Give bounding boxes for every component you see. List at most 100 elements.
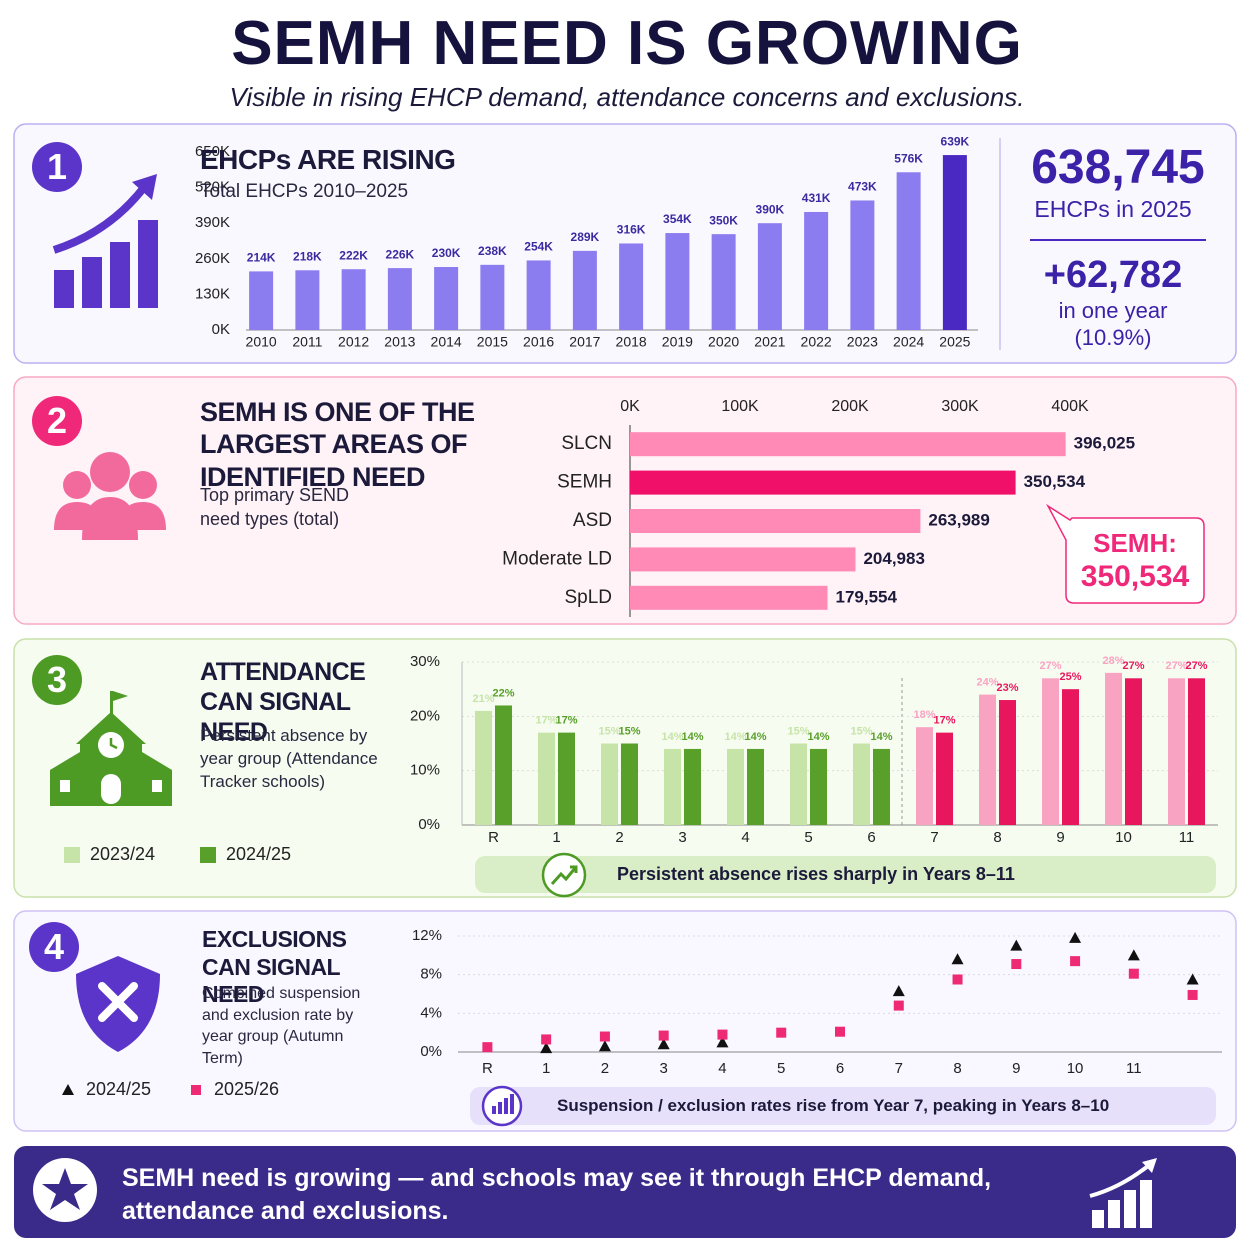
panel-caption: Combined suspension and exclusion rate b… bbox=[202, 985, 361, 1067]
value-label: 254K bbox=[524, 240, 553, 254]
bar bbox=[295, 270, 320, 330]
bar bbox=[942, 155, 967, 330]
bar bbox=[630, 470, 1016, 495]
footer-chart-icon bbox=[1089, 1158, 1157, 1228]
value-label: 263,989 bbox=[928, 510, 989, 529]
y-tick-label: 0% bbox=[418, 816, 440, 833]
x-tick-label: 1 bbox=[552, 829, 560, 846]
note: Persistent absence rises sharply in Year… bbox=[617, 864, 1015, 884]
bar bbox=[601, 743, 618, 825]
x-tick-label: 0K bbox=[620, 398, 640, 415]
data-point bbox=[1011, 959, 1022, 970]
x-tick-label: 2023 bbox=[847, 334, 878, 350]
number-badge bbox=[32, 655, 82, 705]
y-tick-label: 4% bbox=[420, 1004, 442, 1021]
panel-heading: EHCPs ARE RISING bbox=[200, 144, 456, 175]
value-label: 226K bbox=[386, 247, 415, 261]
bar bbox=[664, 748, 681, 825]
x-tick-label: 2015 bbox=[477, 334, 508, 350]
y-tick-label: 12% bbox=[412, 927, 442, 944]
bar bbox=[434, 267, 459, 330]
x-tick-label: 2 bbox=[601, 1060, 609, 1077]
footer-band bbox=[14, 1146, 1236, 1238]
data-point bbox=[657, 1038, 670, 1050]
change-label: in one year bbox=[1058, 298, 1168, 323]
x-tick-label: 300K bbox=[941, 398, 979, 415]
y-tick-label: 520K bbox=[195, 179, 230, 196]
x-tick-label: 6 bbox=[836, 1060, 844, 1077]
x-tick-label: 11 bbox=[1179, 829, 1195, 846]
data-point bbox=[1010, 939, 1023, 951]
value-label: 24% bbox=[976, 677, 998, 689]
callout-value: 350,534 bbox=[1080, 560, 1190, 593]
bar bbox=[619, 243, 644, 330]
category-label: SpLD bbox=[564, 587, 612, 608]
value-label: 473K bbox=[848, 180, 877, 194]
data-point bbox=[893, 1000, 904, 1011]
bar bbox=[684, 748, 701, 825]
value-label: 14% bbox=[724, 731, 746, 743]
y-tick-label: 130K bbox=[195, 285, 230, 302]
category-label: Moderate LD bbox=[502, 548, 612, 569]
bar bbox=[558, 732, 575, 825]
category-label: SLCN bbox=[561, 433, 612, 454]
value-label: 218K bbox=[293, 249, 322, 263]
panel-number: 4 bbox=[43, 926, 65, 967]
data-point bbox=[835, 1026, 845, 1037]
star-icon bbox=[42, 1168, 88, 1210]
subtitle: Visible in rising EHCP demand, attendanc… bbox=[229, 82, 1025, 112]
panel-caption: Total EHCPs 2010–2025 bbox=[200, 181, 409, 202]
number-badge bbox=[32, 396, 82, 446]
bar bbox=[538, 732, 555, 825]
y-tick-label: 8% bbox=[420, 966, 442, 983]
people-icon bbox=[54, 452, 166, 540]
data-point bbox=[598, 1040, 611, 1052]
legend-label: 2023/24 bbox=[90, 844, 155, 864]
data-point bbox=[541, 1034, 552, 1045]
bar bbox=[873, 748, 890, 825]
shield-icon bbox=[76, 956, 160, 1052]
data-point bbox=[1128, 968, 1139, 979]
callout-box bbox=[1046, 503, 1205, 604]
panel-caption: Top primary SEND need types (total) bbox=[200, 485, 350, 530]
value-label: 289K bbox=[571, 230, 600, 244]
x-tick-label: 2019 bbox=[662, 334, 693, 350]
x-tick-label: 1 bbox=[542, 1060, 550, 1077]
x-tick-label: 2025 bbox=[939, 334, 970, 350]
value-label: 354K bbox=[663, 212, 692, 226]
bar bbox=[630, 547, 856, 572]
x-tick-label: 10 bbox=[1115, 829, 1132, 846]
bar bbox=[630, 585, 828, 610]
bar bbox=[475, 710, 492, 825]
bar bbox=[480, 264, 505, 330]
value-label: 25% bbox=[1059, 671, 1081, 683]
value-label: 350K bbox=[709, 213, 738, 227]
x-tick-label: R bbox=[488, 829, 499, 846]
x-tick-label: 2017 bbox=[569, 334, 600, 350]
x-tick-label: 2016 bbox=[523, 334, 554, 350]
bar bbox=[341, 269, 366, 330]
value-label: 316K bbox=[617, 223, 646, 237]
data-point bbox=[658, 1030, 669, 1041]
x-tick-label: 6 bbox=[867, 829, 875, 846]
bar bbox=[526, 260, 551, 330]
value-label: 17% bbox=[535, 715, 557, 727]
data-point bbox=[1186, 973, 1199, 985]
panel-number: 2 bbox=[46, 400, 68, 441]
x-tick-label: 4 bbox=[718, 1060, 726, 1077]
legend-swatch bbox=[64, 847, 80, 863]
value-label: 14% bbox=[870, 731, 892, 743]
x-tick-label: 8 bbox=[953, 1060, 961, 1077]
x-tick-label: 100K bbox=[721, 398, 759, 415]
data-point bbox=[776, 1027, 787, 1038]
value-label: 15% bbox=[598, 725, 620, 737]
data-point bbox=[1070, 956, 1081, 967]
bar bbox=[665, 233, 690, 330]
value-label: 14% bbox=[681, 731, 703, 743]
value-label: 27% bbox=[1122, 660, 1144, 672]
bar bbox=[630, 432, 1066, 457]
data-point bbox=[1069, 931, 1082, 943]
bar bbox=[936, 732, 953, 825]
bar bbox=[630, 509, 921, 533]
data-point bbox=[951, 953, 964, 965]
